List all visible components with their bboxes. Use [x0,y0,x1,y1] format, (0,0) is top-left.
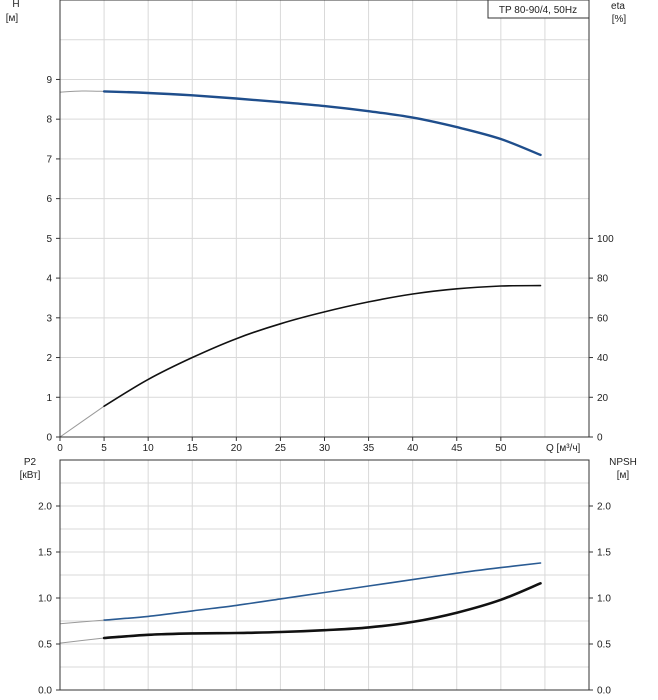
y-left-tick-label: 0 [46,433,52,444]
y-right-unit-upper: [%] [612,14,627,25]
y-right-unit-lower: [м] [617,470,630,481]
upper-panel-frame [59,0,590,438]
x-axis-label: Q [м³/ч] [546,443,581,454]
lower-panel-frame [59,459,590,691]
y-left-unit-upper: [м] [6,13,19,24]
x-tick-label: 50 [495,443,507,454]
y-left-tick-label: 4 [46,274,52,285]
y-left-tick-label: 0.0 [38,686,52,697]
y-right-title-lower: NPSH [609,457,637,468]
y-right-tick-label: 0.0 [597,686,611,697]
y-left-tick-label: 3 [46,313,52,324]
y-right-tick-label: 2.0 [597,502,611,513]
efficiency-curve [103,284,542,407]
y-right-title-upper: eta [611,1,625,12]
y-left-tick-label: 1 [46,393,52,404]
y-left-tick-label: 1.5 [38,548,52,559]
y-right-tick-label: 80 [597,274,609,285]
y-left-tick-label: 7 [46,154,52,165]
model-label-box [487,0,590,19]
y-right-tick-label: 100 [597,234,614,245]
y-left-tick-label: 8 [46,115,52,126]
x-tick-label: 20 [231,443,243,454]
head-curve-extension [59,90,105,93]
y-left-title-lower: P2 [24,457,37,468]
x-tick-label: 10 [143,443,155,454]
x-tick-label: 25 [275,443,287,454]
y-left-tick-label: 2 [46,353,52,364]
y-right-tick-label: 0 [597,433,603,444]
model-label: TP 80-90/4, 50Hz [499,5,577,16]
y-left-tick-label: 6 [46,194,52,205]
y-left-tick-label: 1.0 [38,594,52,605]
npsh-curve-extension [59,637,105,644]
efficiency-curve-extension [59,405,105,438]
y-right-tick-label: 60 [597,313,609,324]
x-tick-label: 0 [57,443,63,454]
curve-layer [59,90,542,644]
y-left-unit-lower: [кВт] [20,470,41,481]
npsh-curve [102,582,542,640]
power-curve [103,562,542,621]
grid-layer [59,0,590,691]
y-right-tick-label: 1.0 [597,594,611,605]
frame-layer [56,0,593,691]
head-curve [102,90,542,157]
power-curve-extension [59,619,105,625]
y-left-title-upper: H [12,0,19,10]
x-tick-label: 30 [319,443,331,454]
y-left-tick-label: 0.5 [38,640,52,651]
x-tick-label: 40 [407,443,419,454]
y-left-tick-label: 5 [46,234,52,245]
y-left-tick-label: 9 [46,75,52,86]
y-right-tick-label: 1.5 [597,548,611,559]
y-left-tick-label: 2.0 [38,502,52,513]
y-right-tick-label: 0.5 [597,640,611,651]
x-tick-label: 5 [101,443,107,454]
y-right-tick-label: 20 [597,393,609,404]
y-right-tick-label: 40 [597,353,609,364]
x-tick-label: 45 [451,443,463,454]
x-tick-label: 15 [187,443,199,454]
x-tick-label: 35 [363,443,375,454]
